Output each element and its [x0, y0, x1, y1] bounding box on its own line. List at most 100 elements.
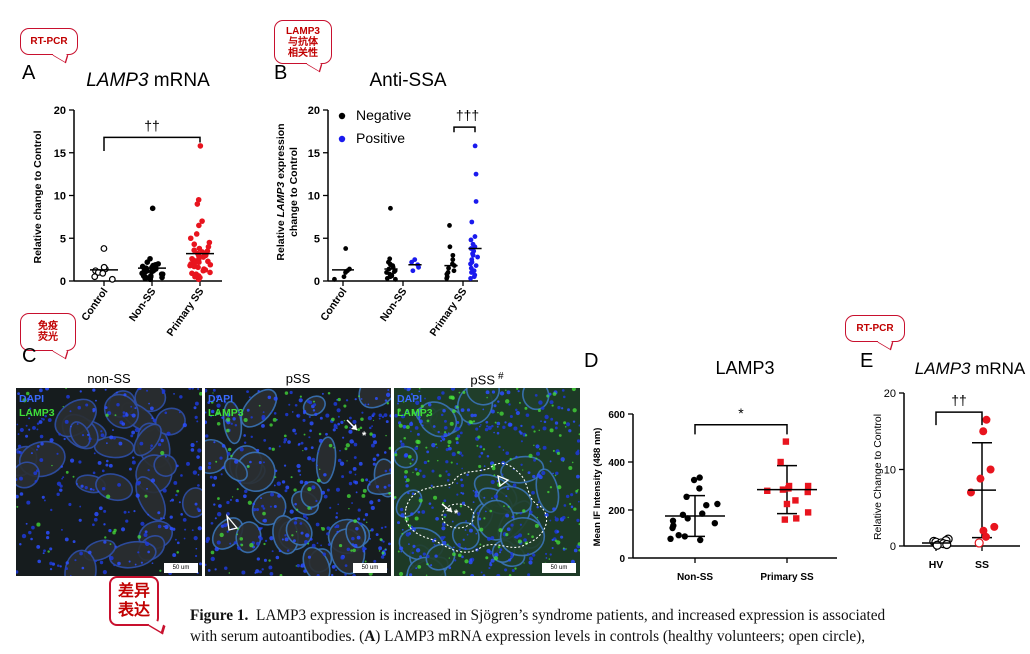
nucleus	[64, 537, 69, 542]
nucleus	[281, 538, 284, 541]
data-point	[148, 273, 154, 279]
lamp3-signal	[366, 521, 368, 524]
lamp3-signal	[452, 409, 456, 414]
nucleus	[195, 440, 198, 443]
y-tick-label: 0	[60, 276, 66, 288]
nucleus	[409, 430, 412, 433]
lamp3-signal	[438, 474, 442, 478]
lamp3-signal	[416, 445, 418, 448]
nucleus	[19, 492, 24, 496]
nucleus	[304, 540, 308, 544]
lamp3-signal	[418, 388, 421, 390]
nucleus	[102, 570, 107, 575]
nucleus	[394, 413, 398, 418]
lamp3-signal	[443, 515, 446, 519]
data-point	[792, 497, 799, 504]
lamp3-signal	[36, 522, 41, 527]
nucleus	[400, 513, 405, 518]
lamp3-signal	[381, 551, 385, 555]
annotation-differential-expression: 差异 表达	[109, 576, 159, 626]
nucleus	[65, 567, 68, 571]
arrow-head-icon	[351, 424, 357, 430]
lamp3-signal	[397, 408, 401, 412]
nucleus	[300, 531, 304, 535]
lamp3-signal	[436, 459, 439, 462]
nucleus	[409, 422, 414, 427]
nucleus	[163, 517, 165, 520]
nucleus	[355, 491, 358, 494]
nucleus	[166, 431, 171, 436]
nucleus	[226, 530, 229, 533]
acinus	[223, 457, 248, 482]
data-point	[986, 465, 995, 474]
nucleus	[122, 411, 126, 414]
lamp3-signal	[114, 414, 117, 417]
nucleus	[488, 566, 491, 570]
y-tick-label: 400	[608, 458, 625, 469]
lamp3-signal	[274, 476, 277, 479]
nucleus	[560, 535, 564, 539]
data-point	[205, 244, 212, 250]
lamp3-signal	[246, 465, 250, 468]
lamp3-signal	[284, 391, 289, 395]
nucleus	[56, 481, 62, 486]
nucleus	[43, 549, 46, 553]
panel-letter-a: A	[22, 62, 36, 84]
nucleus	[39, 434, 44, 439]
y-tick-label: 15	[308, 148, 320, 160]
nucleus	[479, 424, 482, 426]
lamp3-signal	[578, 433, 580, 436]
nucleus	[436, 446, 438, 449]
nucleus	[336, 408, 341, 413]
data-point	[343, 270, 348, 275]
nucleus	[480, 474, 483, 477]
nucleus	[89, 487, 93, 491]
nucleus	[250, 416, 253, 419]
nucleus	[437, 430, 440, 434]
nucleus	[489, 563, 493, 567]
nucleus	[61, 477, 64, 480]
nucleus	[505, 513, 510, 518]
lamp3-signal	[362, 488, 367, 493]
data-point	[974, 538, 984, 548]
nucleus	[109, 435, 114, 440]
nucleus	[458, 548, 461, 551]
nucleus	[576, 518, 580, 523]
nucleus	[335, 516, 338, 519]
nucleus	[103, 509, 107, 513]
lamp3-signal	[472, 420, 476, 423]
nucleus	[461, 501, 466, 506]
nucleus	[487, 425, 492, 430]
nucleus	[49, 561, 53, 566]
nucleus	[498, 551, 502, 554]
lamp3-signal	[219, 532, 224, 538]
legend-marker	[338, 112, 346, 120]
lamp3-signal	[426, 414, 429, 417]
data-point	[451, 268, 457, 274]
nucleus	[572, 420, 576, 423]
lamp3-signal	[547, 490, 550, 494]
lamp3-signal	[447, 543, 449, 546]
data-point	[684, 515, 691, 522]
nucleus	[70, 425, 72, 428]
nucleus	[309, 429, 312, 433]
nucleus	[446, 479, 450, 482]
nucleus	[16, 570, 19, 574]
nucleus	[369, 426, 372, 430]
nucleus	[294, 403, 298, 407]
nucleus	[430, 564, 433, 567]
lamp3-signal	[548, 558, 551, 560]
nucleus	[35, 469, 40, 473]
nucleus	[555, 471, 559, 476]
lamp3-signal	[279, 573, 283, 576]
nucleus	[273, 505, 277, 509]
nucleus	[337, 458, 342, 463]
lamp3-signal	[372, 419, 375, 422]
lamp3-signal	[459, 505, 463, 508]
nucleus	[197, 526, 202, 531]
nucleus	[460, 408, 465, 413]
nucleus	[173, 393, 175, 395]
micrograph-1-lamp3-label: LAMP3	[19, 407, 55, 419]
data-point	[444, 276, 450, 281]
nucleus	[401, 528, 404, 531]
